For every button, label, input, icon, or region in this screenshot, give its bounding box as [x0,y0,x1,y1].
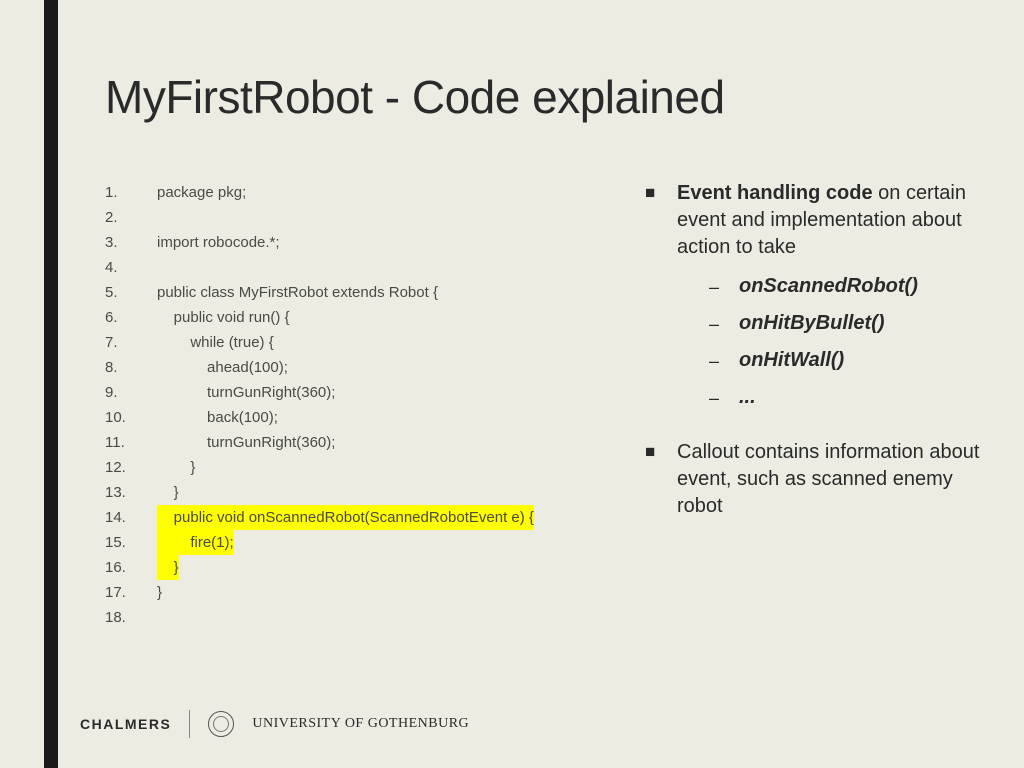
line-number: 18. [105,605,157,630]
footer: CHALMERS UNIVERSITY OF GOTHENBURG [80,710,469,738]
code-text: public void onScannedRobot(ScannedRobotE… [157,505,534,530]
code-line: 16. } [105,555,615,580]
code-text: fire(1); [157,530,234,555]
code-line: 2. [105,205,615,230]
code-text: turnGunRight(360); [157,430,335,455]
line-number: 11. [105,430,157,455]
line-number: 6. [105,305,157,330]
line-number: 4. [105,255,157,280]
line-number: 7. [105,330,157,355]
line-number: 5. [105,280,157,305]
code-line: 5.public class MyFirstRobot extends Robo… [105,280,615,305]
dash-bullet-icon: – [709,310,739,337]
code-line: 15. fire(1); [105,530,615,555]
line-number: 17. [105,580,157,605]
code-text: public void run() { [157,305,290,330]
gu-seal-icon [208,711,234,737]
code-text: ahead(100); [157,355,288,380]
slide-title: MyFirstRobot - Code explained [105,70,725,124]
sub-bullet-text: ... [739,384,984,411]
code-line: 9. turnGunRight(360); [105,380,615,405]
dash-bullet-icon: – [709,347,739,374]
bullet-event-handling: ■ Event handling code on certain event a… [645,180,984,421]
square-bullet-icon: ■ [645,180,677,421]
accent-bar [44,0,58,768]
code-text: package pkg; [157,180,246,205]
line-number: 1. [105,180,157,205]
sub-bullet: –onHitWall() [709,347,984,374]
sub-bullet: –onHitByBullet() [709,310,984,337]
line-number: 15. [105,530,157,555]
gu-logo: UNIVERSITY OF GOTHENBURG [252,716,469,732]
code-line: 12. } [105,455,615,480]
code-text: back(100); [157,405,278,430]
code-line: 13. } [105,480,615,505]
sub-bullet-text: onScannedRobot() [739,273,984,300]
chalmers-logo: CHALMERS [80,716,171,732]
line-number: 10. [105,405,157,430]
line-number: 9. [105,380,157,405]
line-number: 14. [105,505,157,530]
sub-bullet-text: onHitWall() [739,347,984,374]
code-line: 18. [105,605,615,630]
line-number: 12. [105,455,157,480]
code-line: 11. turnGunRight(360); [105,430,615,455]
line-number: 16. [105,555,157,580]
line-number: 3. [105,230,157,255]
code-line: 10. back(100); [105,405,615,430]
code-text: } [157,580,162,605]
code-line: 4. [105,255,615,280]
code-text: while (true) { [157,330,274,355]
code-line: 8. ahead(100); [105,355,615,380]
code-text: } [157,455,195,480]
square-bullet-icon: ■ [645,439,677,520]
line-number: 2. [105,205,157,230]
bullet-callout: ■ Callout contains information about eve… [645,439,984,520]
code-text: } [157,555,179,580]
code-text: } [157,480,179,505]
code-text: public class MyFirstRobot extends Robot … [157,280,438,305]
code-text: turnGunRight(360); [157,380,335,405]
sub-bullet: –... [709,384,984,411]
dash-bullet-icon: – [709,273,739,300]
code-line: 17.} [105,580,615,605]
dash-bullet-icon: – [709,384,739,411]
code-listing: 1.package pkg;2.3.import robocode.*;4.5.… [105,180,615,630]
footer-separator [189,710,190,738]
code-text: import robocode.*; [157,230,280,255]
content-area: 1.package pkg;2.3.import robocode.*;4.5.… [105,180,984,630]
line-number: 13. [105,480,157,505]
line-number: 8. [105,355,157,380]
bullet-column: ■ Event handling code on certain event a… [645,180,984,630]
bullet-text: Callout contains information about event… [677,439,984,520]
code-line: 7. while (true) { [105,330,615,355]
bullet-bold: Event handling code [677,182,873,204]
code-line: 3.import robocode.*; [105,230,615,255]
sub-bullet: –onScannedRobot() [709,273,984,300]
code-line: 1.package pkg; [105,180,615,205]
code-line: 6. public void run() { [105,305,615,330]
sub-bullet-text: onHitByBullet() [739,310,984,337]
code-line: 14. public void onScannedRobot(ScannedRo… [105,505,615,530]
